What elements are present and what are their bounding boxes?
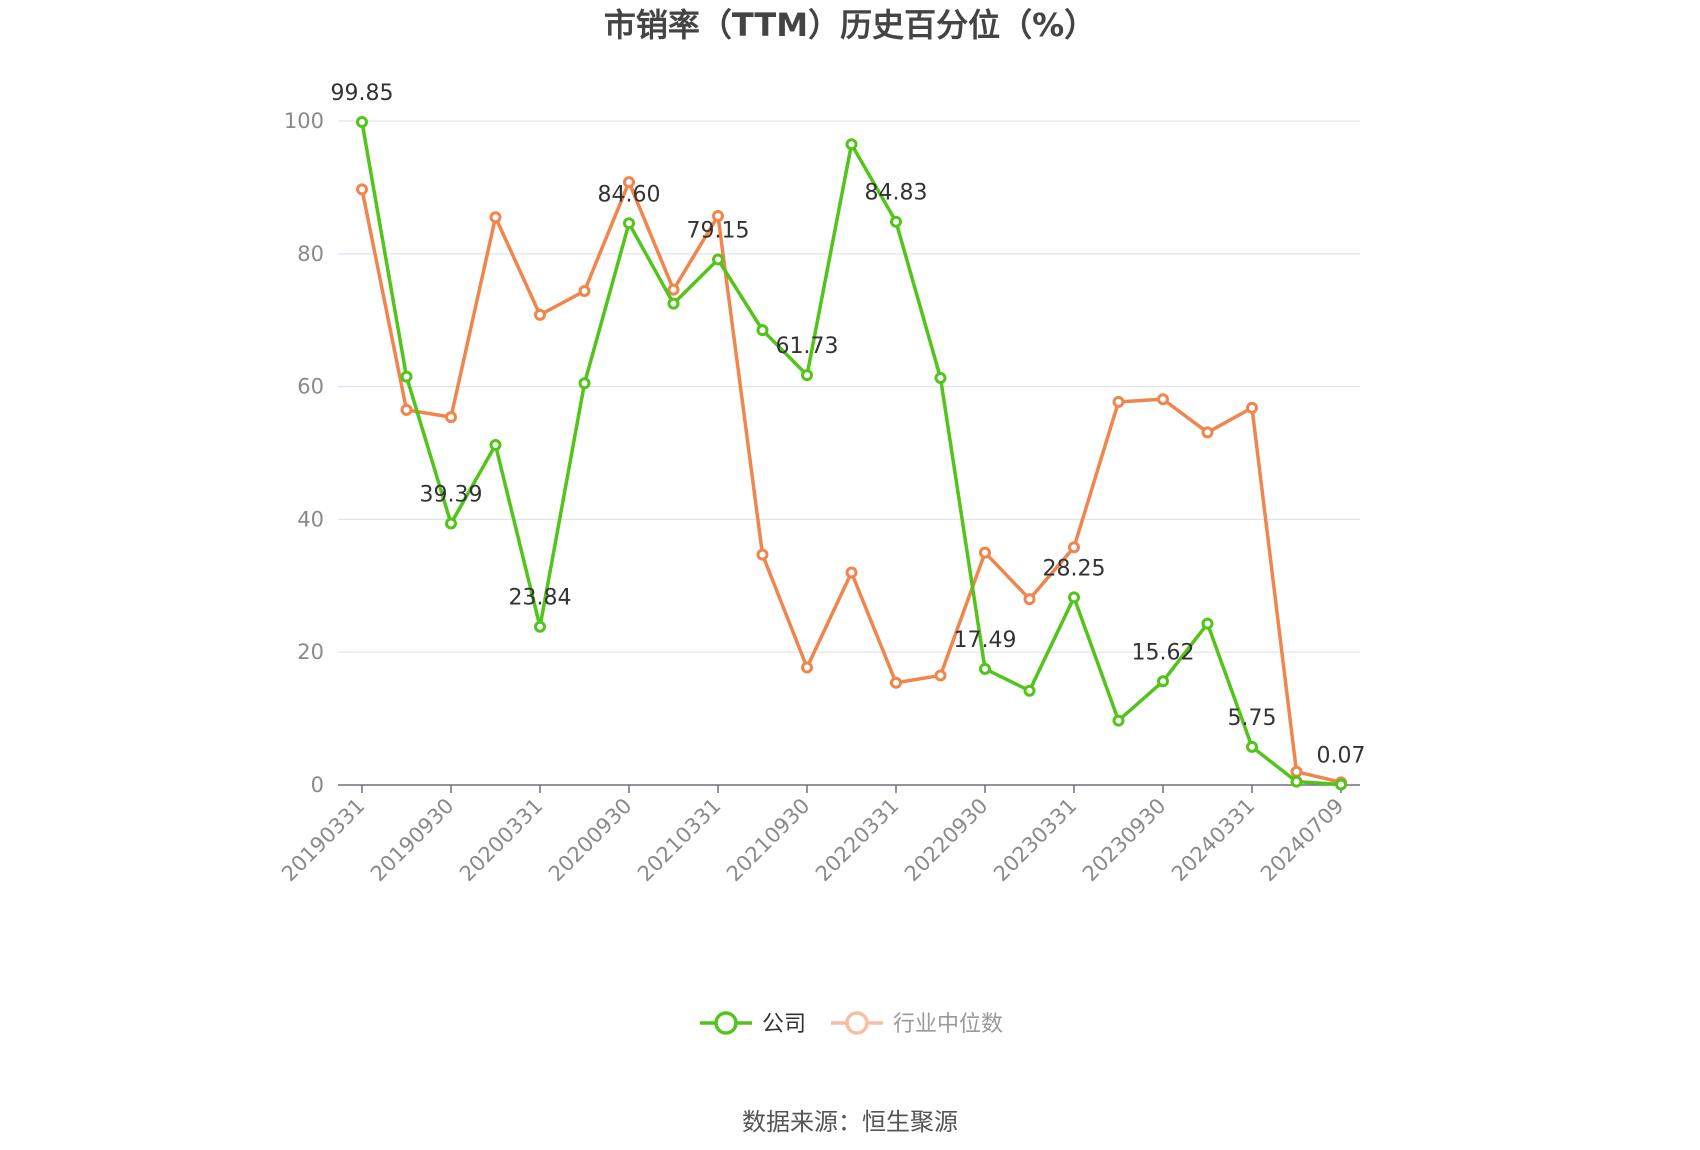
- data-point[interactable]: [979, 546, 991, 559]
- data-point[interactable]: [623, 217, 635, 230]
- data-point[interactable]: [667, 283, 680, 296]
- x-tick-label: 20240331: [1167, 794, 1260, 887]
- legend: 公司 行业中位数: [700, 1011, 1003, 1037]
- data-point[interactable]: [801, 661, 813, 674]
- data-point[interactable]: [890, 215, 902, 228]
- data-point[interactable]: [845, 138, 858, 151]
- data-point[interactable]: [934, 371, 947, 384]
- data-point[interactable]: [845, 566, 858, 579]
- y-tick-label: 20: [297, 640, 324, 664]
- y-tick-label: 0: [311, 773, 324, 797]
- data-label: 99.85: [331, 81, 394, 106]
- data-point[interactable]: [356, 115, 368, 128]
- y-tick-label: 40: [297, 507, 324, 531]
- data-point[interactable]: [489, 211, 502, 224]
- data-point[interactable]: [712, 253, 724, 266]
- x-tick-label: 20240709: [1256, 794, 1349, 887]
- data-point[interactable]: [1201, 426, 1214, 439]
- legend-industry-label: 行业中位数: [893, 1012, 1003, 1037]
- data-point[interactable]: [1246, 740, 1258, 753]
- data-point[interactable]: [578, 377, 591, 390]
- data-point[interactable]: [445, 517, 457, 530]
- data-point[interactable]: [1246, 401, 1258, 414]
- y-axis: 0 20 40 60 80 100: [284, 109, 324, 797]
- x-tick-label: 20190930: [366, 794, 459, 887]
- x-tick-label: 20230930: [1078, 794, 1171, 887]
- x-tick-label: 20200331: [455, 794, 548, 887]
- data-label: 79.15: [687, 218, 750, 243]
- data-point[interactable]: [1335, 778, 1347, 791]
- data-label: 23.84: [509, 586, 572, 611]
- data-point[interactable]: [667, 297, 680, 310]
- data-point[interactable]: [445, 411, 457, 424]
- data-point[interactable]: [1068, 591, 1080, 604]
- data-label: 28.25: [1043, 556, 1106, 581]
- data-point[interactable]: [578, 284, 591, 297]
- data-point[interactable]: [1290, 765, 1303, 778]
- data-point[interactable]: [356, 183, 368, 196]
- x-tick-label: 20220930: [900, 794, 993, 887]
- data-source: 数据来源：恒生聚源: [742, 1108, 958, 1136]
- data-point[interactable]: [1068, 541, 1080, 554]
- legend-industry-marker: [845, 1011, 869, 1035]
- data-point[interactable]: [623, 176, 635, 189]
- grid-lines: [338, 120, 1360, 653]
- data-label: 84.60: [598, 182, 661, 207]
- data-point[interactable]: [1201, 617, 1214, 630]
- data-label: 39.39: [420, 482, 483, 507]
- data-point[interactable]: [934, 669, 947, 682]
- data-point[interactable]: [756, 548, 769, 561]
- x-tick-label: 20190331: [277, 794, 370, 887]
- data-point[interactable]: [1112, 395, 1125, 408]
- legend-item-company[interactable]: 公司: [700, 1011, 806, 1037]
- data-point[interactable]: [1157, 393, 1169, 406]
- y-tick-label: 60: [297, 375, 324, 399]
- data-point[interactable]: [890, 676, 902, 689]
- x-axis: [338, 784, 1360, 793]
- x-tick-label: 20210331: [633, 794, 726, 887]
- data-point[interactable]: [534, 620, 546, 633]
- data-label: 15.62: [1132, 640, 1195, 665]
- data-label: 84.83: [865, 181, 928, 206]
- data-point[interactable]: [1290, 775, 1303, 788]
- data-labels: 99.85 39.39 23.84 84.60 79.15 61.73 84.83 17.49…: [331, 81, 1366, 769]
- data-label: 17.49: [954, 628, 1017, 653]
- legend-company-label: 公司: [762, 1012, 806, 1037]
- x-tick-label: 20220331: [811, 794, 904, 887]
- data-point[interactable]: [400, 370, 413, 383]
- data-point[interactable]: [1157, 675, 1169, 688]
- series-line: [360, 180, 1342, 785]
- data-point[interactable]: [489, 439, 502, 452]
- data-label: 5.75: [1228, 706, 1277, 731]
- y-tick-label: 100: [284, 109, 324, 133]
- data-point[interactable]: [1112, 714, 1125, 727]
- data-point[interactable]: [801, 369, 813, 382]
- y-tick-label: 80: [297, 242, 324, 266]
- data-point[interactable]: [1023, 593, 1036, 606]
- series-line: [360, 121, 1342, 787]
- x-tick-label: 20230331: [989, 794, 1082, 887]
- data-point[interactable]: [1023, 684, 1036, 697]
- series-company: [356, 115, 1347, 791]
- x-axis-tick-labels: 2019033120190930202003312020093020210331…: [277, 794, 1349, 887]
- data-point[interactable]: [712, 209, 724, 222]
- x-tick-label: 20200930: [544, 794, 637, 887]
- data-point[interactable]: [534, 308, 546, 321]
- data-point[interactable]: [979, 662, 991, 675]
- series-industry-median: [356, 176, 1347, 789]
- legend-company-marker: [714, 1011, 738, 1035]
- chart-title: 市销率（TTM）历史百分位（%）: [604, 6, 1096, 44]
- series-layer: [356, 115, 1347, 791]
- data-label: 61.73: [776, 334, 839, 359]
- data-label: 0.07: [1317, 744, 1366, 769]
- data-point[interactable]: [756, 324, 769, 337]
- x-tick-label: 20210930: [722, 794, 815, 887]
- legend-item-industry[interactable]: 行业中位数: [831, 1011, 1003, 1037]
- data-point[interactable]: [400, 403, 413, 416]
